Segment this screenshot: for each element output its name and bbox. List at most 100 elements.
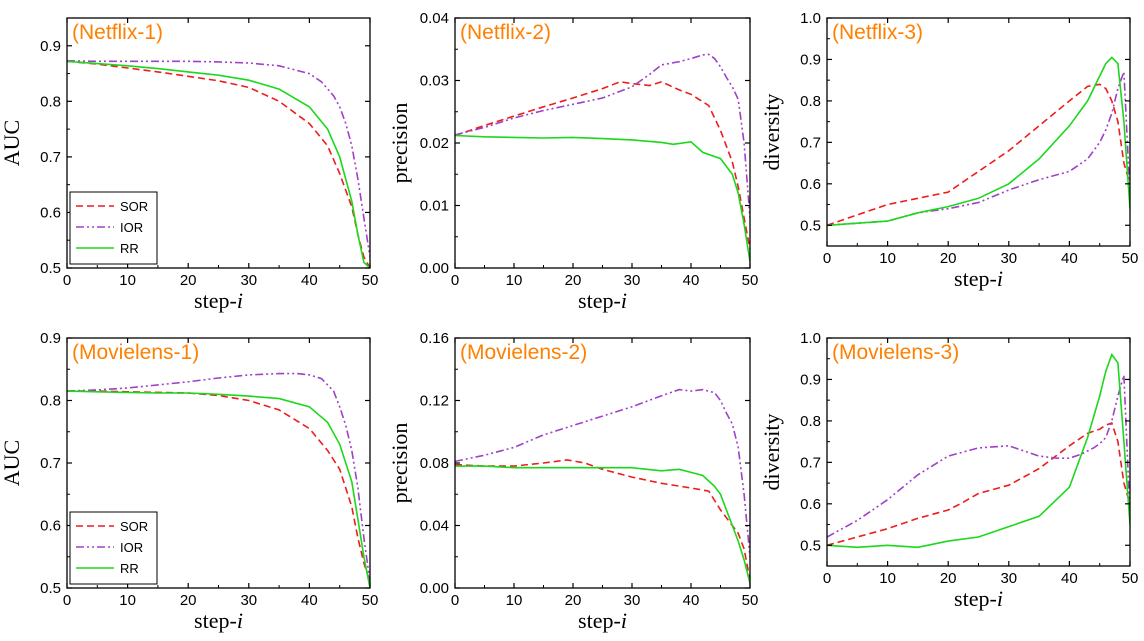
y-tick-label: 0.7 <box>40 455 61 472</box>
y-axis-title: precision <box>387 423 412 504</box>
y-axis-title: diversity <box>759 414 784 491</box>
x-axis-title-italic: i <box>621 608 627 633</box>
x-axis-title-text: step- <box>194 608 237 633</box>
series-line-rr <box>455 134 750 262</box>
y-tick-label: 0.6 <box>800 496 821 513</box>
plot-frame <box>826 337 1131 567</box>
x-tick-label: 50 <box>362 272 379 289</box>
x-tick-label: 40 <box>301 592 318 609</box>
y-tick-label: 1.0 <box>800 330 821 347</box>
panel-title: (Movielens-3) <box>832 341 959 364</box>
legend-label-rr: RR <box>120 561 139 576</box>
x-tick-label: 10 <box>506 272 523 289</box>
x-tick-label: 10 <box>879 570 896 587</box>
series-line-sor <box>455 459 750 581</box>
x-axis-title-text: step- <box>578 608 621 633</box>
x-axis-title-text: step- <box>578 288 621 313</box>
series-line-ior <box>827 71 1130 227</box>
series-line-ior <box>455 53 750 219</box>
x-tick-label: 30 <box>1000 250 1017 267</box>
x-tick-label: 0 <box>451 272 459 289</box>
chart-panel-3: 0 10 20 30 40 50 0.5 0.6 0.7 0.8 0.9 1.0 step-i diver… <box>759 10 1138 291</box>
panel-title: (Movielens-2) <box>460 341 587 364</box>
y-tick-label: 0.5 <box>800 537 821 554</box>
x-axis-title-text: step- <box>954 266 997 291</box>
x-tick-label: 50 <box>742 592 759 609</box>
legend: SOR IOR RR <box>69 191 158 265</box>
series-line-sor <box>455 80 750 250</box>
plot-frame <box>454 337 751 589</box>
series-line-rr <box>827 56 1130 227</box>
x-axis-title-text: step- <box>954 586 997 611</box>
chart-panel-5: 0 10 20 30 40 50 0.00 0.04 0.08 0.12 0.16 step-i pre… <box>387 330 758 633</box>
y-axis-title: AUC <box>0 440 24 486</box>
x-axis-title-italic: i <box>237 608 243 633</box>
x-tick-label: 50 <box>362 592 379 609</box>
x-tick-label: 50 <box>1122 250 1139 267</box>
y-tick-label: 0.01 <box>420 198 449 215</box>
x-tick-label: 30 <box>240 272 257 289</box>
legend-box <box>69 191 158 265</box>
x-tick-label: 20 <box>565 592 582 609</box>
y-tick-label: 0.00 <box>420 580 449 597</box>
series-line-rr <box>67 390 370 588</box>
plot-frame <box>454 17 751 269</box>
x-tick-label: 0 <box>63 592 71 609</box>
panel-title: (Movielens-1) <box>72 341 199 364</box>
series-line-sor <box>827 421 1130 547</box>
y-tick-label: 0.9 <box>40 38 61 55</box>
y-tick-label: 0.7 <box>800 454 821 471</box>
x-tick-label: 0 <box>451 592 459 609</box>
plot-frame <box>826 17 1131 247</box>
x-tick-label: 30 <box>240 592 257 609</box>
y-tick-label: 0.12 <box>420 393 449 410</box>
x-tick-label: 10 <box>879 250 896 267</box>
panel-title: (Netflix-2) <box>460 21 551 44</box>
series-line-rr <box>827 352 1130 549</box>
x-tick-label: 20 <box>565 272 582 289</box>
y-axis-title: diversity <box>759 94 784 171</box>
chart-panel-4: 0 10 20 30 40 50 0.5 0.6 0.7 0.8 0.9 step-i AUC (Movi… <box>0 330 378 633</box>
y-tick-label: 0.04 <box>420 518 449 535</box>
x-axis-title: step-i <box>954 586 1003 611</box>
series-line-rr <box>455 465 750 584</box>
y-tick-label: 0.5 <box>40 260 61 277</box>
x-tick-label: 40 <box>301 272 318 289</box>
y-tick-label: 0.7 <box>40 149 61 166</box>
chart-panel-1: 0 10 20 30 40 50 0.5 0.6 0.7 0.8 0.9 step-i AUC (Netf… <box>0 17 379 313</box>
y-tick-label: 0.9 <box>800 371 821 388</box>
x-tick-label: 40 <box>1061 570 1078 587</box>
legend-label-sor: SOR <box>120 519 148 534</box>
y-tick-label: 0.8 <box>40 393 61 410</box>
x-axis-title: step-i <box>954 266 1003 291</box>
x-tick-label: 40 <box>683 592 700 609</box>
legend-label-ior: IOR <box>120 220 143 235</box>
y-tick-label: 0.8 <box>800 413 821 430</box>
x-axis-title: step-i <box>194 288 243 313</box>
y-tick-label: 0.5 <box>40 580 61 597</box>
y-tick-label: 0.5 <box>800 217 821 234</box>
series-line-ior <box>67 60 370 258</box>
panel-title: (Netflix-1) <box>72 21 163 44</box>
x-tick-label: 10 <box>119 272 136 289</box>
x-axis-title: step-i <box>578 288 627 313</box>
y-axis-title: AUC <box>0 120 24 166</box>
x-tick-label: 10 <box>119 592 136 609</box>
x-tick-label: 0 <box>823 250 831 267</box>
x-axis-title-text: step- <box>194 288 237 313</box>
series-line-ior <box>455 388 750 557</box>
y-tick-label: 0.6 <box>40 204 61 221</box>
chart-panel-6: 0 10 20 30 40 50 0.5 0.6 0.7 0.8 0.9 1.0 step-i diver… <box>759 330 1138 611</box>
x-tick-label: 20 <box>180 592 197 609</box>
x-tick-label: 0 <box>823 570 831 587</box>
chart-panel-2: 0 10 20 30 40 50 0.00 0.01 0.02 0.03 0.04 step-i pre… <box>387 10 758 313</box>
x-axis-title-italic: i <box>237 288 243 313</box>
y-axis-title: precision <box>387 103 412 184</box>
series-line-sor <box>827 83 1130 227</box>
y-tick-label: 1.0 <box>800 10 821 27</box>
x-tick-label: 40 <box>683 272 700 289</box>
series-line-ior <box>67 372 370 582</box>
y-tick-label: 0.03 <box>420 73 449 90</box>
x-tick-label: 20 <box>180 272 197 289</box>
y-tick-label: 0.08 <box>420 455 449 472</box>
